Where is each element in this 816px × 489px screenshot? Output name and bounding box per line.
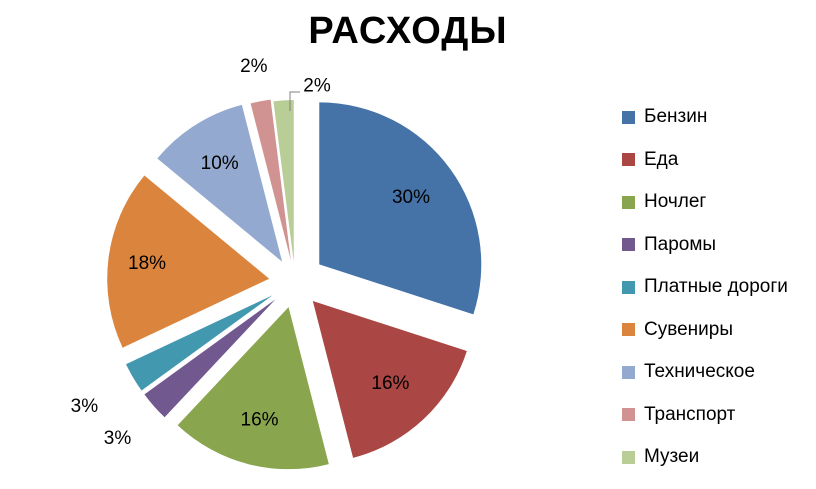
pie-slice-6 xyxy=(107,175,270,348)
pie-slice-7 xyxy=(157,104,283,262)
legend-swatch xyxy=(622,238,635,252)
legend-label: Еда xyxy=(644,148,679,170)
legend-swatch xyxy=(622,450,635,464)
legend-swatch xyxy=(622,153,635,167)
legend-label: Музеи xyxy=(644,446,700,468)
pie-labels: 30% 16% 16% 3%3% 18% 10% 2% 2% xyxy=(71,56,430,449)
pie-slice-9 xyxy=(273,100,294,263)
legend-swatch xyxy=(622,408,635,422)
pie-slice-8 xyxy=(250,99,291,261)
data-label-3: 16% xyxy=(241,410,279,431)
pie-slice-4 xyxy=(144,299,276,418)
legend-item: Бензин xyxy=(622,96,788,139)
legend-item: Техническое xyxy=(622,351,788,394)
legend-label: Техническое xyxy=(644,361,755,383)
pie-slice-1 xyxy=(319,102,482,315)
legend-swatch xyxy=(622,323,635,337)
data-label-2: 16% xyxy=(371,373,409,394)
legend-swatch xyxy=(622,110,635,124)
legend-label: Транспорт xyxy=(644,403,736,425)
data-label-1: 30% xyxy=(392,187,430,208)
legend-item: Паромы xyxy=(622,224,788,267)
data-label-9: 2% xyxy=(303,76,331,97)
data-label-4: 3% xyxy=(104,428,132,449)
data-label-7: 10% xyxy=(201,153,239,174)
legend-item: Транспорт xyxy=(622,394,788,437)
legend-swatch xyxy=(622,365,635,379)
chart-title: РАСХОДЫ xyxy=(308,10,508,52)
data-label-5: 3% xyxy=(71,396,99,417)
pie-slice-3 xyxy=(177,307,329,470)
legend-item: Платные дороги xyxy=(622,266,788,309)
legend-label: Паромы xyxy=(644,233,717,255)
legend-label: Бензин xyxy=(644,106,708,128)
legend: Бензин Еда Ночлег Паромы Платные дороги Сувен… xyxy=(622,96,788,479)
pie-slices xyxy=(107,99,482,470)
legend-swatch xyxy=(622,195,635,209)
data-label-6: 18% xyxy=(128,253,166,274)
legend-item: Ночлег xyxy=(622,181,788,224)
data-label-8: 2% xyxy=(240,56,268,77)
pie-slice-5 xyxy=(126,295,273,391)
legend-label: Ночлег xyxy=(644,191,707,213)
legend-label: Платные дороги xyxy=(644,276,788,298)
pie-slice-2 xyxy=(312,300,467,458)
legend-item: Еда xyxy=(622,139,788,182)
legend-label: Сувениры xyxy=(644,318,733,340)
leader-line xyxy=(289,91,300,111)
legend-swatch xyxy=(622,280,635,294)
legend-item: Музеи xyxy=(622,436,788,479)
legend-item: Сувениры xyxy=(622,309,788,352)
